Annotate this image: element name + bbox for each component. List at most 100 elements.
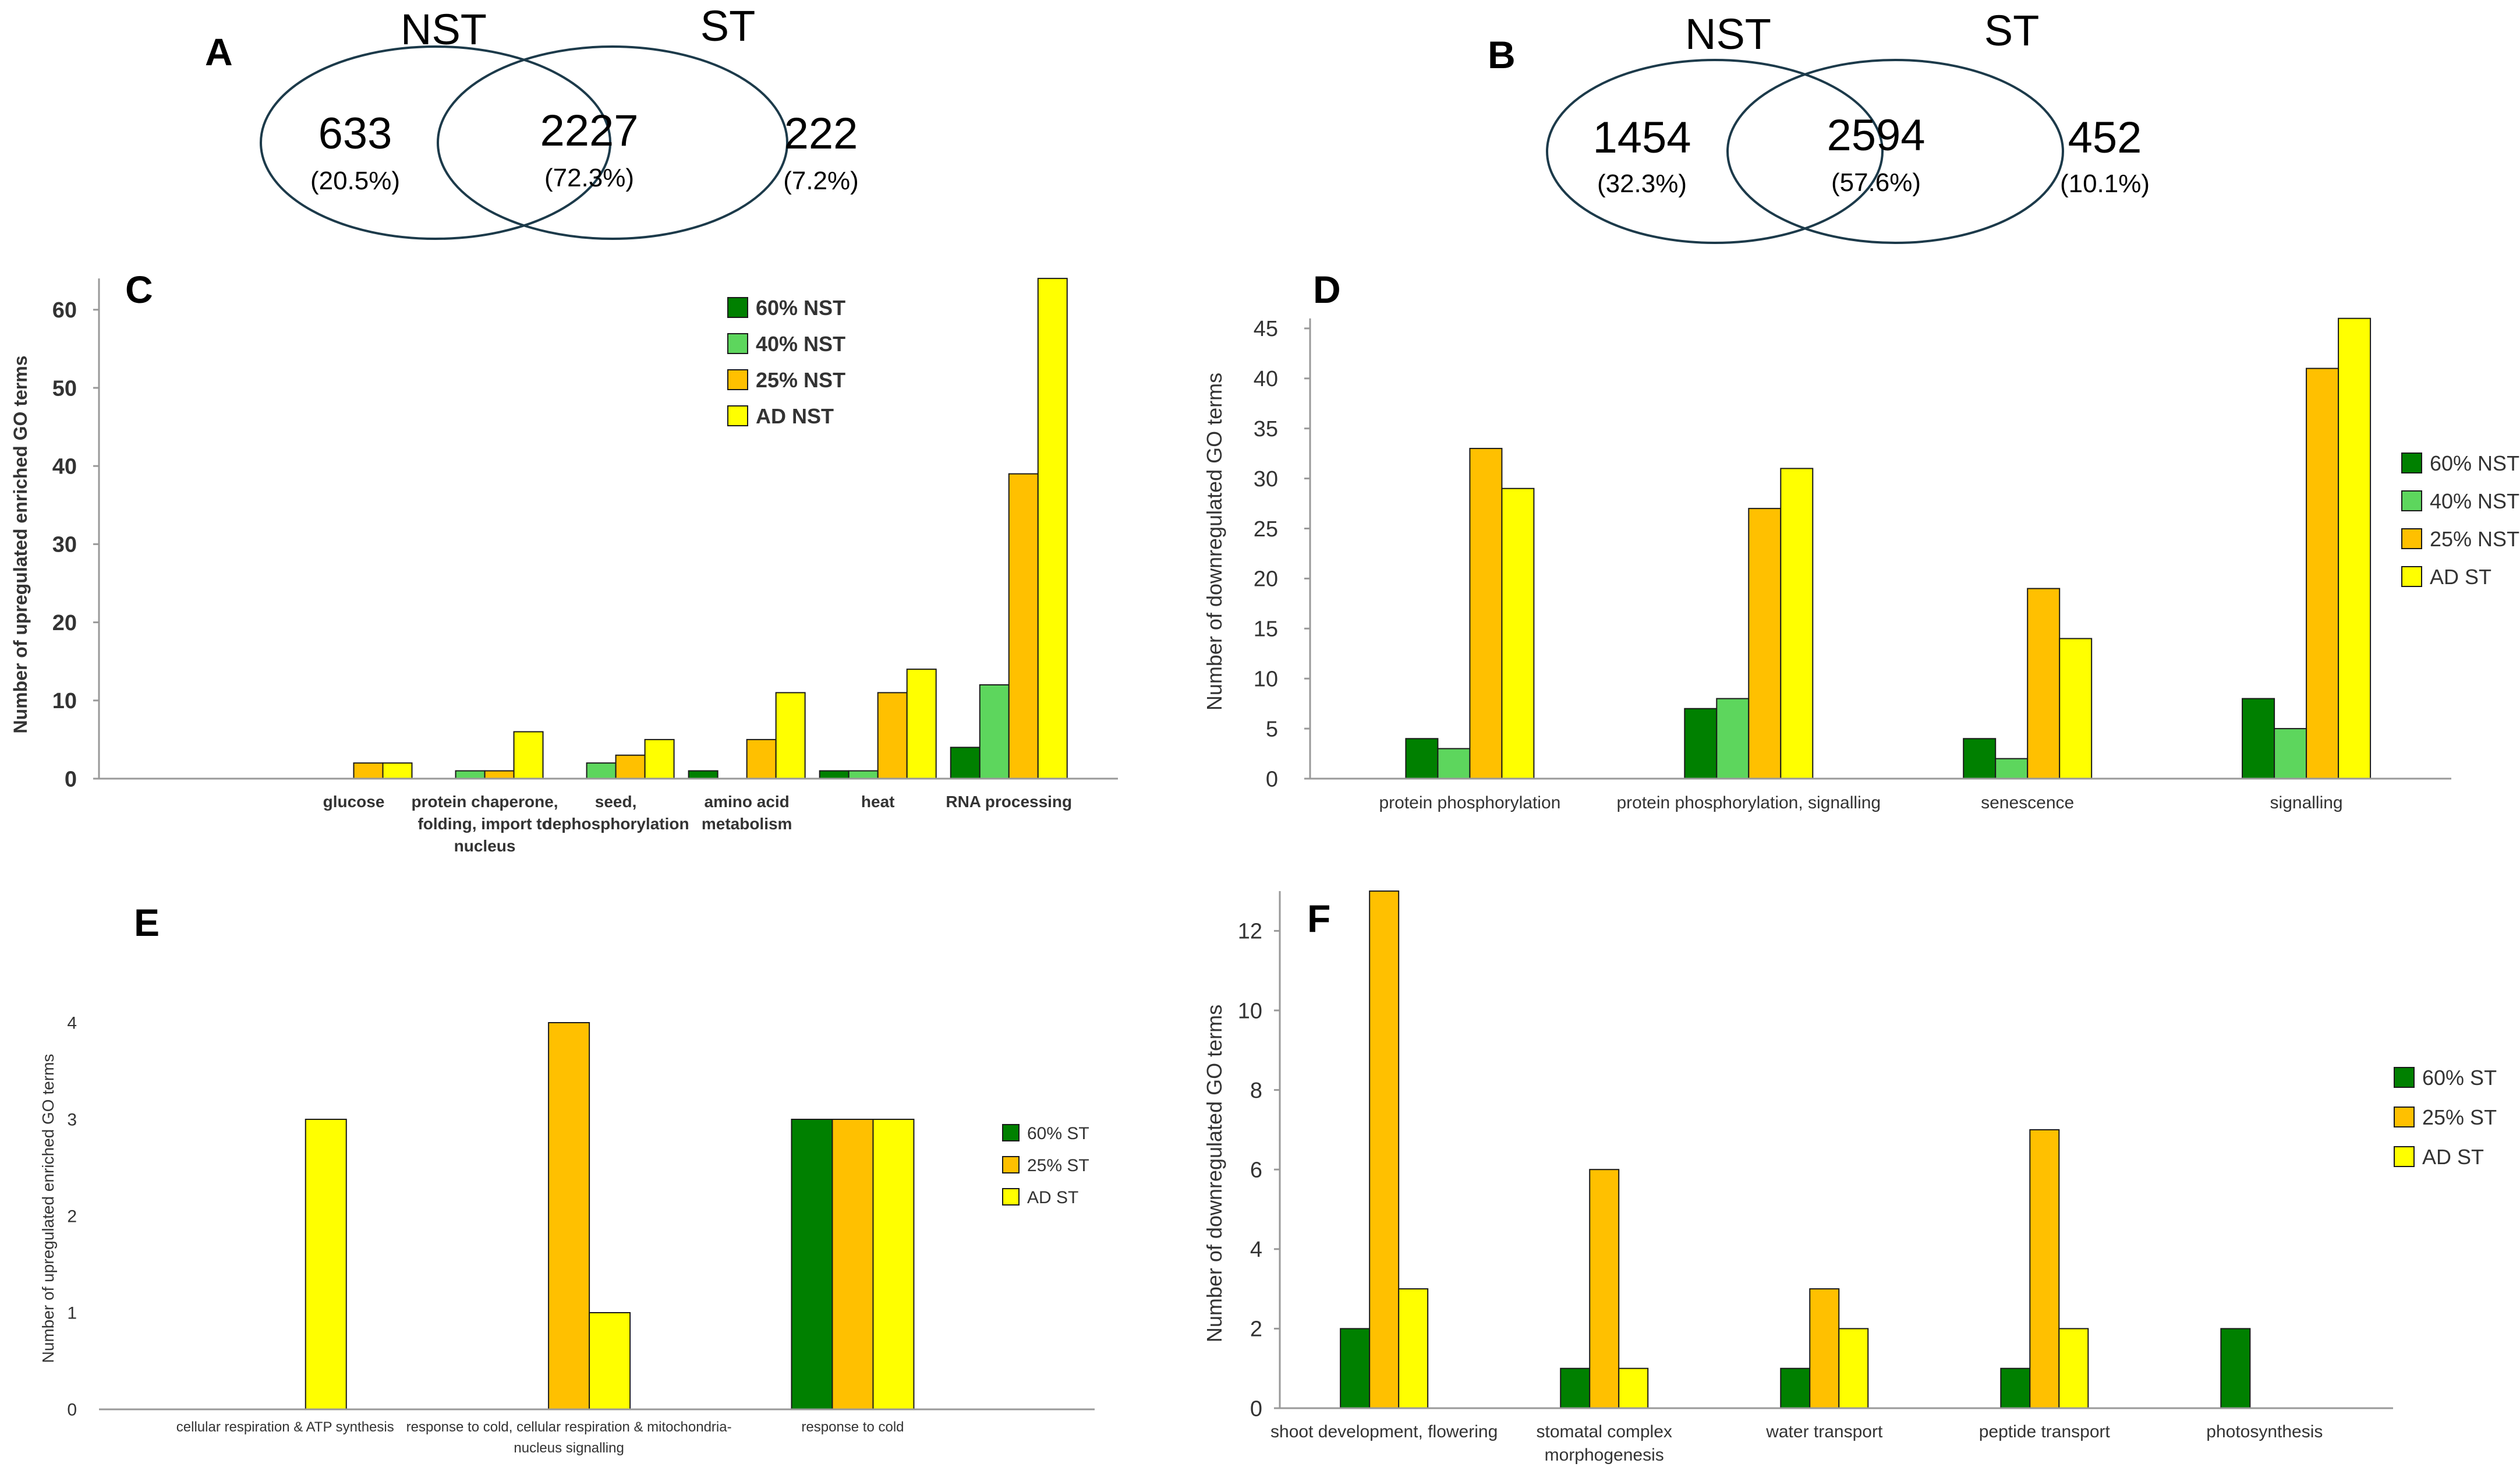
- legend-swatch-e-0: [1002, 1124, 1020, 1141]
- y-tick-d-8: 40: [1254, 367, 1278, 391]
- x-tick-d-0: protein phosphorylation: [1379, 793, 1560, 812]
- bar-d-s0-c0: [1405, 738, 1439, 780]
- y-tick-d-6: 30: [1254, 467, 1278, 492]
- venn-b: B NST ST 1454 (32.3%) 2594 (57.6%) 452 (…: [1488, 6, 2150, 244]
- y-axis-title-c: Number of upregulated enriched GO terms: [10, 356, 31, 734]
- y-tick-e-2: 2: [67, 1207, 77, 1226]
- bar-e-s2-c2: [872, 1119, 915, 1410]
- venn-a-right-circle: [437, 45, 788, 240]
- bar-d-s1-c1: [1716, 698, 1750, 780]
- legend-swatch-e-1: [1002, 1156, 1020, 1173]
- bar-c-s2-c2: [615, 754, 646, 779]
- bar-f-s0-c4: [2220, 1328, 2251, 1409]
- venn-b-mid-pct: (57.6%): [1831, 168, 1921, 197]
- legend-swatch-d-1: [2401, 490, 2422, 511]
- bar-f-s0-c3: [2000, 1367, 2031, 1409]
- y-tick-c-6: 60: [52, 298, 77, 323]
- x-tick-f-0: shoot development, flowering: [1270, 1422, 1498, 1441]
- panel-letter-e: E: [134, 901, 160, 944]
- y-tick-d-5: 25: [1254, 517, 1278, 542]
- x-tick-e-2: response to cold: [801, 1419, 904, 1435]
- y-tick-c-1: 10: [52, 689, 77, 713]
- legend-label-d-0: 60% NST: [2430, 451, 2519, 475]
- bar-f-s1-c3: [2029, 1129, 2060, 1409]
- legend-label-c-1: 40% NST: [756, 332, 845, 356]
- x-tick-f-1: stomatal complex morphogenesis: [1536, 1422, 1672, 1465]
- x-tick-d-2: senescence: [1981, 793, 2074, 812]
- bar-c-s2-c4: [877, 692, 908, 779]
- bar-c-s2-c3: [746, 738, 777, 780]
- y-tick-e-3: 3: [67, 1111, 77, 1130]
- x-tick-f-2: water transport: [1765, 1422, 1883, 1441]
- x-tick-d-1: protein phosphorylation, signalling: [1616, 793, 1881, 812]
- bar-d-s1-c2: [1995, 758, 2029, 780]
- bar-d-s2-c3: [2306, 367, 2340, 779]
- bar-d-s3-c0: [1501, 487, 1535, 780]
- bar-e-s0-c2: [791, 1119, 833, 1410]
- legend-swatch-c-2: [727, 369, 748, 390]
- bar-d-s2-c0: [1469, 448, 1503, 779]
- y-tick-c-4: 40: [52, 455, 77, 479]
- bar-c-s1-c1: [455, 770, 486, 779]
- y-tick-d-9: 45: [1254, 317, 1278, 341]
- x-tick-c-1: protein chaperone, folding, import to nucl…: [412, 793, 558, 855]
- panel-letter-f: F: [1307, 897, 1330, 940]
- bar-f-s0-c1: [1560, 1367, 1591, 1409]
- legend-swatch-c-3: [727, 405, 748, 426]
- venn-a-left-label: NST: [401, 5, 487, 54]
- bar-d-s3-c3: [2338, 317, 2372, 779]
- x-tick-f-4: photosynthesis: [2206, 1422, 2323, 1441]
- bar-c-s2-c1: [484, 770, 515, 779]
- bar-d-s3-c2: [2059, 638, 2093, 779]
- bar-d-s3-c1: [1780, 468, 1814, 779]
- bar-d-s1-c3: [2274, 728, 2307, 779]
- x-tick-d-3: signalling: [2270, 793, 2343, 812]
- y-tick-d-0: 0: [1266, 767, 1278, 791]
- bar-f-s0-c2: [1780, 1367, 1811, 1409]
- bar-d-s0-c1: [1684, 708, 1718, 779]
- legend-swatch-e-2: [1002, 1188, 1020, 1206]
- y-axis-title-f: Number of downregulated GO terms: [1202, 1005, 1226, 1342]
- bar-d-s0-c3: [2242, 698, 2275, 780]
- bar-d-s1-c0: [1437, 748, 1471, 779]
- bar-c-s2-c5: [1008, 473, 1039, 779]
- bar-c-s3-c0: [382, 762, 413, 780]
- chart-f: F 0 2 4 6 8 10 12 shoot development, flowering st…: [1202, 890, 2497, 1465]
- venn-b-right-label: ST: [1984, 6, 2040, 55]
- bar-c-s3-c3: [775, 692, 806, 779]
- venn-b-mid-count: 2594: [1827, 111, 1925, 160]
- venn-a-mid-pct: (72.3%): [544, 164, 634, 192]
- y-tick-e-0: 0: [67, 1401, 77, 1420]
- legend-swatch-f-1: [2394, 1107, 2415, 1127]
- legend-swatch-d-0: [2401, 453, 2422, 473]
- venn-a-left-count: 633: [318, 109, 392, 158]
- bar-d-s2-c1: [1748, 508, 1782, 779]
- y-tick-e-4: 4: [67, 1014, 77, 1033]
- y-tick-f-6: 12: [1238, 920, 1262, 944]
- venn-b-right-circle: [1726, 59, 2064, 244]
- bar-c-s3-c5: [1037, 278, 1068, 779]
- legend-label-e-1: 25% ST: [1027, 1156, 1089, 1175]
- y-tick-d-1: 5: [1266, 717, 1278, 741]
- panel-letter-d: D: [1313, 268, 1341, 311]
- bar-c-s0-c3: [688, 770, 719, 779]
- venn-a-left-pct: (20.5%): [310, 167, 400, 195]
- chart-d: D 0 5 10 15 20 25 30 35 40 45 protein phosphorylati…: [1202, 268, 2519, 812]
- bar-f-s0-c0: [1340, 1328, 1371, 1409]
- bar-f-s1-c1: [1589, 1169, 1620, 1409]
- legend-label-d-1: 40% NST: [2430, 489, 2519, 513]
- legend-label-c-2: 25% NST: [756, 368, 845, 392]
- y-tick-f-0: 0: [1250, 1397, 1262, 1421]
- y-tick-c-0: 0: [65, 767, 77, 791]
- bar-f-s2-c1: [1618, 1367, 1649, 1409]
- venn-b-left-circle: [1546, 59, 1884, 244]
- y-tick-d-4: 20: [1254, 567, 1278, 592]
- y-tick-f-5: 10: [1238, 999, 1262, 1023]
- venn-a-right-count: 222: [784, 109, 858, 158]
- bar-e-s1-c2: [831, 1119, 874, 1410]
- legend-swatch-d-2: [2401, 528, 2422, 549]
- venn-b-left-pct: (32.3%): [1597, 169, 1687, 198]
- legend-swatch-f-0: [2394, 1067, 2415, 1088]
- bar-f-s2-c3: [2058, 1328, 2089, 1409]
- bar-c-s2-c0: [353, 762, 384, 780]
